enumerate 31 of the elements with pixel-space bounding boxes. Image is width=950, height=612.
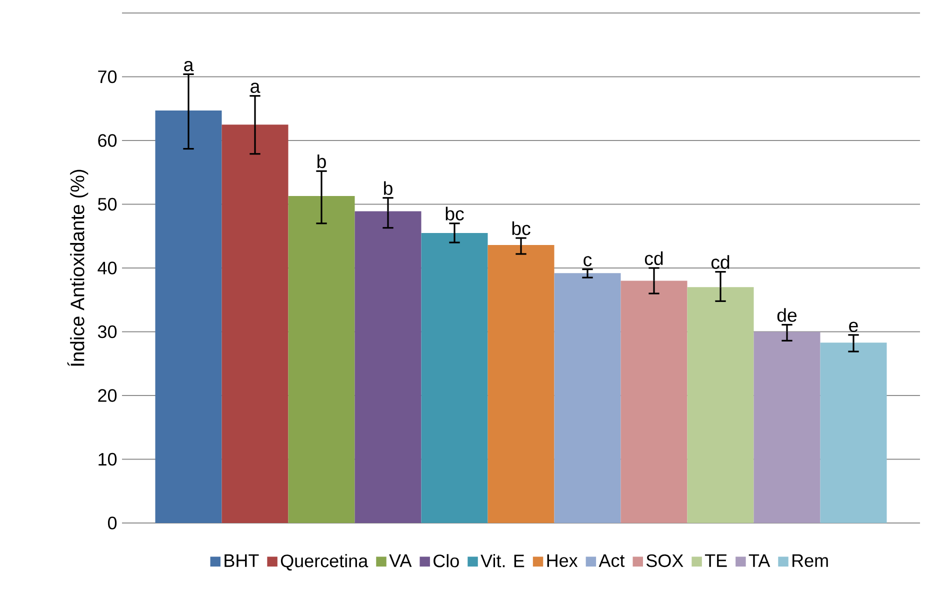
legend-label: Clo xyxy=(434,554,459,568)
legend-label: TA xyxy=(748,554,770,567)
legend-label: TE xyxy=(704,554,727,567)
y-tick-label: 50 xyxy=(98,198,117,211)
y-tick-label: 10 xyxy=(98,452,117,466)
annotation: c xyxy=(584,256,592,266)
annotation: b xyxy=(318,154,326,168)
legend-label: Quercetina xyxy=(280,554,368,571)
legend-label: Act xyxy=(598,554,625,567)
annotation: cd xyxy=(644,251,663,266)
legend-label: Rem xyxy=(792,554,828,567)
annotation: b xyxy=(384,181,392,195)
annotation: e xyxy=(849,322,858,332)
legend-label: BHT xyxy=(224,554,259,567)
y-tick-label: 0 xyxy=(108,516,117,530)
y-tick-label: 30 xyxy=(98,325,117,338)
y-tick-label: 70 xyxy=(98,70,117,84)
y-tick-label: 20 xyxy=(98,389,117,402)
annotation: a xyxy=(184,61,194,72)
y-tick-label: 60 xyxy=(98,134,117,147)
legend-label: VA xyxy=(389,554,412,567)
annotation: bc xyxy=(512,221,530,236)
y-tick-label: 40 xyxy=(98,262,117,274)
annotation: a xyxy=(250,82,260,93)
legend-label: Hex xyxy=(547,554,578,567)
legend-label: SOX xyxy=(646,554,684,568)
legend-label: Vit. E xyxy=(480,554,524,568)
annotation: de xyxy=(777,308,797,322)
y-axis-title: Índice Antioxidante (%) xyxy=(67,170,88,366)
annotation: cd xyxy=(711,255,730,269)
annotation: bc xyxy=(446,206,464,220)
